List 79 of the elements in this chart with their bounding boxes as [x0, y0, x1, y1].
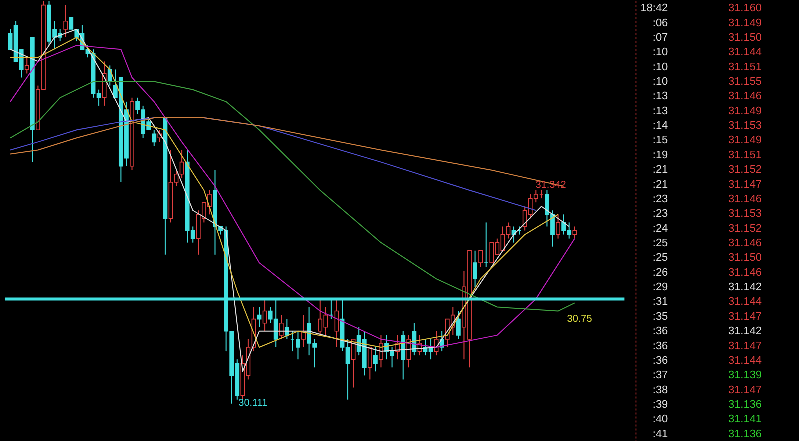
text: 31.147	[728, 340, 762, 352]
category-label: :26	[652, 266, 668, 279]
category-label: 18:42	[640, 2, 668, 15]
text: 31.144	[728, 296, 762, 308]
text: 31.141	[728, 414, 762, 426]
annotation: 30.111	[238, 398, 268, 409]
text: 31.150	[728, 32, 762, 44]
candlestick	[351, 338, 356, 388]
text: 31.142	[728, 326, 762, 338]
candlestick	[152, 130, 157, 147]
text: 31.151	[728, 149, 762, 162]
text: 31.139	[728, 370, 762, 382]
text: 31.146	[728, 193, 762, 206]
candlestick	[572, 226, 578, 240]
text: 31.136	[728, 399, 762, 412]
candlestick	[434, 330, 439, 356]
category-label: :10	[652, 61, 668, 74]
text: 31.142	[728, 282, 762, 294]
text: 31.146	[728, 90, 762, 103]
category-label: :40	[652, 414, 668, 426]
candlestick	[374, 347, 378, 372]
text: 31.144	[728, 46, 762, 59]
category-label: :36	[652, 354, 668, 367]
category-label: :06	[652, 17, 668, 30]
category-label: :21	[652, 164, 668, 176]
text: 31.147	[728, 178, 762, 191]
text: 31.150	[728, 252, 762, 264]
category-label: :36	[652, 326, 668, 338]
category-label: :21	[652, 178, 668, 191]
category-label: :31	[652, 296, 668, 308]
category-label: :39	[652, 399, 668, 412]
category-label: :35	[652, 310, 668, 323]
annotation: 30.75	[567, 314, 593, 325]
text: 31.152	[728, 222, 762, 235]
candlestick	[368, 347, 372, 380]
category-label: :07	[652, 32, 668, 44]
text: 31.155	[728, 76, 762, 88]
text: 31.136	[728, 428, 762, 440]
text: 31.149	[728, 17, 762, 30]
text: 31.152	[728, 164, 762, 176]
category-label: :10	[652, 76, 668, 88]
candlestick	[379, 334, 384, 368]
category-label: :24	[652, 222, 668, 235]
candlestick	[473, 250, 478, 288]
category-label: :38	[652, 384, 668, 396]
category-label: :10	[652, 46, 668, 59]
text: 31.144	[728, 354, 762, 367]
candlestick	[24, 57, 30, 74]
text: 31.153	[728, 208, 762, 220]
text: 31.147	[728, 384, 762, 396]
category-label: :23	[652, 208, 668, 220]
candlestick	[456, 310, 461, 340]
text: 31.147	[728, 310, 762, 323]
category-label: :14	[652, 120, 668, 132]
category-label: :36	[652, 340, 668, 352]
category-label: :13	[652, 105, 668, 118]
category-label: :41	[652, 428, 668, 440]
candlestick	[64, 4, 68, 38]
annotation: 31.342	[536, 180, 567, 192]
category-label: :19	[652, 149, 668, 162]
category-label: :25	[652, 238, 668, 250]
text: 31.149	[728, 134, 762, 147]
text: 31.146	[728, 238, 762, 250]
text: 31.149	[728, 105, 762, 118]
candlestick	[180, 150, 184, 179]
text: 31.146	[728, 266, 762, 279]
text: 31.151	[728, 61, 762, 74]
candlestick	[262, 298, 268, 332]
candlestick	[279, 314, 284, 340]
category-label: :13	[652, 90, 668, 103]
category-label: :15	[652, 134, 668, 147]
category-label: :37	[652, 370, 668, 382]
text: 31.160	[728, 2, 762, 15]
category-label: :29	[652, 282, 668, 294]
candlestick	[478, 250, 484, 268]
category-label: :23	[652, 193, 668, 206]
category-label: :25	[652, 252, 668, 264]
candlestick	[556, 214, 560, 240]
text: 31.153	[728, 120, 762, 132]
